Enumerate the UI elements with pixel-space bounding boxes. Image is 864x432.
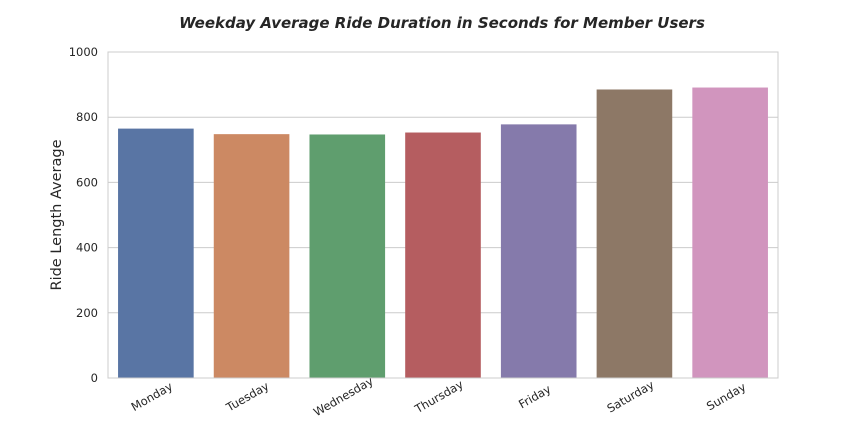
plot-frame (107, 51, 779, 379)
x-tick-label: Monday (129, 379, 175, 414)
y-axis-label: Ride Length Average (49, 139, 65, 290)
bar-thursday (405, 132, 481, 378)
y-tick-labels: 0 200 400 600 800 1000 (69, 45, 98, 385)
y-tick-label: 1000 (69, 45, 98, 59)
bar-wednesday (309, 134, 386, 378)
x-tick-label: Wednesday (311, 374, 376, 420)
x-tick-label: Sunday (704, 380, 748, 414)
x-tick-labels: Monday Tuesday Wednesday Thursday Friday Satu… (129, 374, 749, 420)
bar-friday (500, 124, 577, 378)
x-tick-label: Thursday (411, 377, 465, 416)
bar-saturday (596, 89, 673, 379)
x-tick-label: Saturday (604, 377, 656, 415)
bar-monday (118, 128, 194, 378)
y-tick-label: 0 (91, 371, 98, 385)
x-tick-label: Tuesday (223, 379, 272, 415)
bar-tuesday (213, 134, 290, 378)
x-tick-label: Friday (516, 382, 553, 412)
y-tick-label: 200 (76, 306, 98, 320)
y-tick-label: 600 (76, 175, 98, 189)
y-tick-label: 800 (76, 110, 98, 124)
chart-title: Weekday Average Ride Duration in Seconds… (179, 14, 705, 32)
bar-sunday (692, 87, 768, 378)
y-tick-label: 400 (76, 241, 98, 255)
bar-layer (118, 87, 768, 379)
